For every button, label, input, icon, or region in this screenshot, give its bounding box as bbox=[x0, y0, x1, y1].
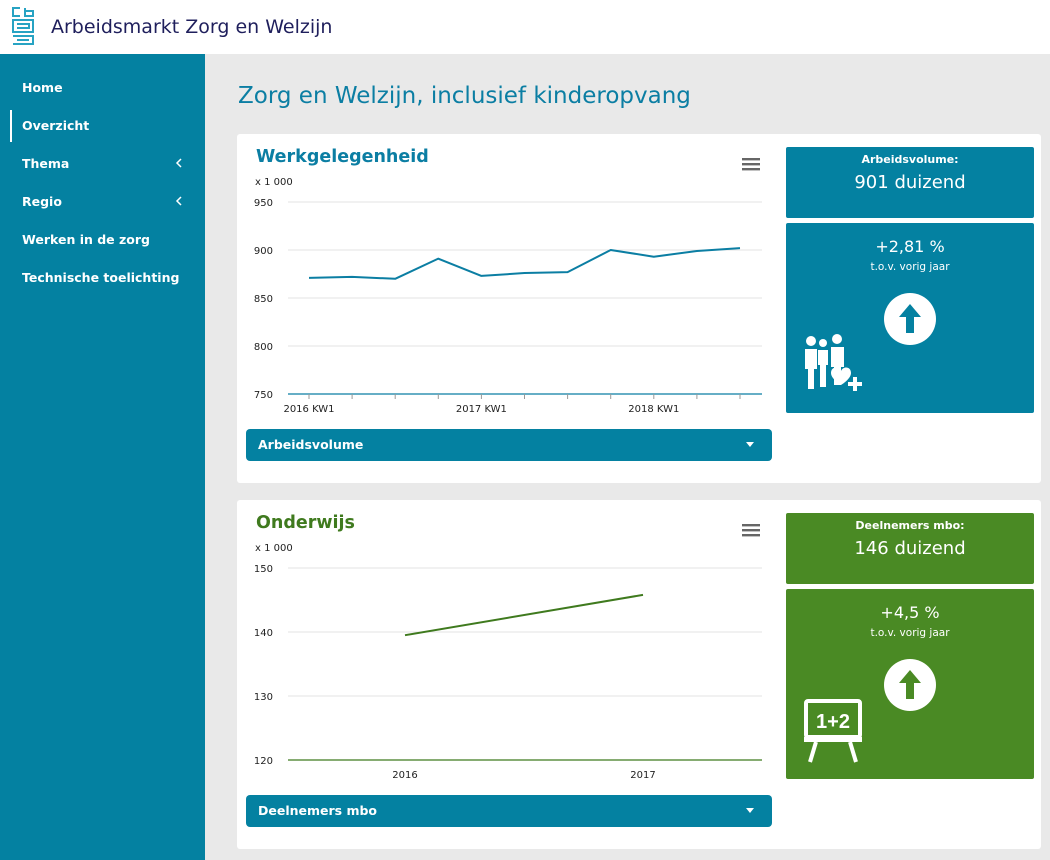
x-tick-label: 2016 KW1 bbox=[283, 404, 334, 415]
stat-card-value: Deelnemers mbo: 146 duizend bbox=[786, 513, 1034, 584]
app-title: Arbeidsmarkt Zorg en Welzijn bbox=[51, 16, 333, 38]
sidebar-item-label: Home bbox=[22, 80, 63, 95]
y-tick-label: 130 bbox=[254, 692, 273, 703]
series-line[interactable] bbox=[308, 247, 741, 280]
sidebar-item-label: Werken in de zorg bbox=[22, 232, 150, 247]
stat-card-change: +4,5 % t.o.v. vorig jaar 1+2 bbox=[786, 589, 1034, 779]
page-title: Zorg en Welzijn, inclusief kinderopvang bbox=[238, 83, 691, 109]
arrow-up-icon bbox=[884, 293, 936, 345]
caret-down-icon bbox=[746, 808, 754, 813]
caret-down-icon bbox=[746, 442, 754, 447]
y-tick-label: 800 bbox=[254, 342, 273, 353]
sidebar-item-label: Overzicht bbox=[22, 118, 90, 133]
data-point[interactable] bbox=[402, 632, 408, 638]
stat-change-sub: t.o.v. vorig jaar bbox=[870, 627, 950, 639]
family-care-icon bbox=[805, 334, 862, 391]
x-tick-label: 2017 KW1 bbox=[456, 404, 507, 415]
select-label: Deelnemers mbo bbox=[258, 803, 378, 818]
data-point[interactable] bbox=[435, 256, 441, 262]
stat-card-value: Arbeidsvolume: 901 duizend bbox=[786, 147, 1034, 218]
data-point[interactable] bbox=[565, 269, 571, 275]
sidebar-item-thema[interactable]: Thema bbox=[0, 147, 205, 181]
panel-title: Onderwijs bbox=[256, 513, 355, 533]
stat-label: Deelnemers mbo: bbox=[855, 519, 965, 532]
stat-value: 901 duizend bbox=[854, 172, 966, 193]
data-point[interactable] bbox=[651, 254, 657, 260]
blackboard-icon: 1+2 bbox=[804, 699, 862, 763]
y-tick-label: 950 bbox=[254, 198, 273, 209]
panel-werkgelegenheid: Werkgelegenheid x 1 000 750 800 850 900 950 2… bbox=[237, 134, 1041, 483]
data-point[interactable] bbox=[737, 245, 743, 251]
line-chart-onderwijs: 120 130 140 150 2016 2017 bbox=[254, 564, 762, 781]
stat-change: +2,81 % bbox=[875, 237, 945, 256]
indicator-select[interactable]: Arbeidsvolume bbox=[246, 429, 772, 461]
x-tick-label: 2018 KW1 bbox=[628, 404, 679, 415]
chevron-left-icon bbox=[175, 158, 182, 168]
sidebar-item-label: Regio bbox=[22, 194, 62, 209]
sidebar-item-regio[interactable]: Regio bbox=[0, 185, 205, 219]
arrow-up-icon bbox=[884, 659, 936, 711]
sidebar-item-technische-toelichting[interactable]: Technische toelichting bbox=[0, 261, 205, 295]
cbs-logo-icon[interactable] bbox=[10, 6, 36, 46]
chevron-left-icon bbox=[175, 196, 182, 206]
x-tick-label: 2016 bbox=[392, 770, 417, 781]
y-tick-label: 850 bbox=[254, 294, 273, 305]
panel-onderwijs: Onderwijs x 1 000 120 130 140 150 2016 2017 D… bbox=[237, 500, 1041, 849]
chart-menu-icon[interactable] bbox=[742, 523, 760, 537]
chart-unit-label: x 1 000 bbox=[255, 543, 293, 554]
sidebar-item-label: Technische toelichting bbox=[22, 270, 180, 285]
data-point[interactable] bbox=[522, 270, 528, 276]
chart-menu-icon[interactable] bbox=[742, 157, 760, 171]
y-tick-label: 750 bbox=[254, 390, 273, 401]
y-tick-label: 900 bbox=[254, 246, 273, 257]
data-point[interactable] bbox=[478, 273, 484, 279]
data-point[interactable] bbox=[392, 276, 398, 282]
data-point[interactable] bbox=[640, 592, 646, 598]
sidebar-item-werken-in-de-zorg[interactable]: Werken in de zorg bbox=[0, 223, 205, 257]
chart-unit-label: x 1 000 bbox=[255, 177, 293, 188]
line-chart-werkgelegenheid: 750 800 850 900 950 2016 KW1 2017 KW1 2018 KW1 bbox=[254, 198, 762, 415]
y-tick-label: 150 bbox=[254, 564, 273, 575]
stat-value: 146 duizend bbox=[854, 538, 966, 559]
y-tick-label: 120 bbox=[254, 756, 273, 767]
y-tick-label: 140 bbox=[254, 628, 273, 639]
sidebar: Home Overzicht Thema Regio Werken in de … bbox=[0, 54, 205, 860]
data-point[interactable] bbox=[306, 275, 312, 281]
select-label: Arbeidsvolume bbox=[258, 437, 364, 452]
blackboard-text: 1+2 bbox=[816, 711, 850, 733]
sidebar-item-label: Thema bbox=[22, 156, 70, 171]
stat-card-change: +2,81 % t.o.v. vorig jaar bbox=[786, 223, 1034, 413]
data-point[interactable] bbox=[608, 247, 614, 253]
data-point[interactable] bbox=[694, 248, 700, 254]
stat-change-sub: t.o.v. vorig jaar bbox=[870, 261, 950, 273]
sidebar-item-overzicht[interactable]: Overzicht bbox=[0, 109, 205, 143]
stat-label: Arbeidsvolume: bbox=[861, 153, 959, 166]
indicator-select[interactable]: Deelnemers mbo bbox=[246, 795, 772, 827]
sidebar-item-home[interactable]: Home bbox=[0, 71, 205, 105]
stat-change: +4,5 % bbox=[880, 603, 940, 622]
top-bar: Arbeidsmarkt Zorg en Welzijn bbox=[0, 0, 1050, 54]
x-tick-label: 2017 bbox=[630, 770, 655, 781]
data-point[interactable] bbox=[349, 274, 355, 280]
series-line[interactable] bbox=[404, 593, 644, 637]
panel-title: Werkgelegenheid bbox=[256, 147, 429, 167]
